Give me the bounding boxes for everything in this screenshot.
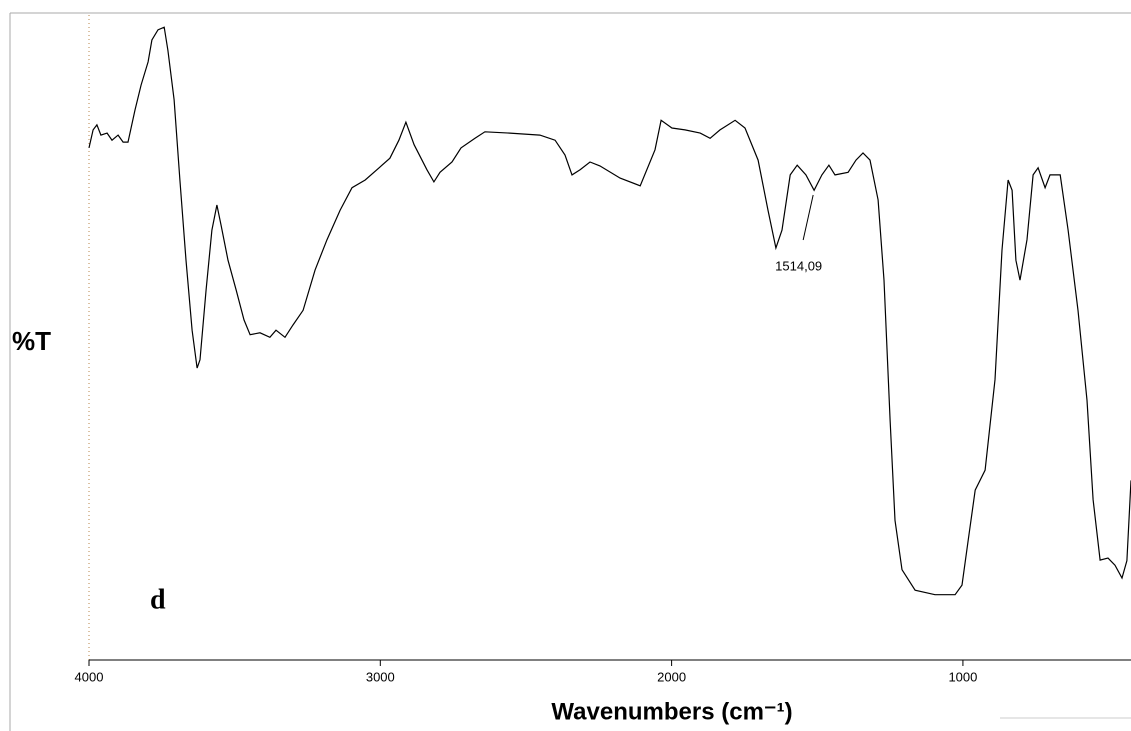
annotation-leader — [802, 194, 814, 241]
panel-label: d — [150, 584, 166, 615]
x-tick-label: 4000 — [75, 669, 104, 684]
x-tick-label: 1000 — [948, 669, 977, 684]
x-tick-label: 3000 — [366, 669, 395, 684]
spectrum-line — [88, 26, 1131, 596]
y-axis-label: %T — [12, 326, 51, 356]
x-tick-label: 2000 — [657, 669, 686, 684]
x-axis-label: Wavenumbers (cm⁻¹) — [551, 698, 792, 725]
annotation-label: 1514,09 — [775, 258, 822, 273]
